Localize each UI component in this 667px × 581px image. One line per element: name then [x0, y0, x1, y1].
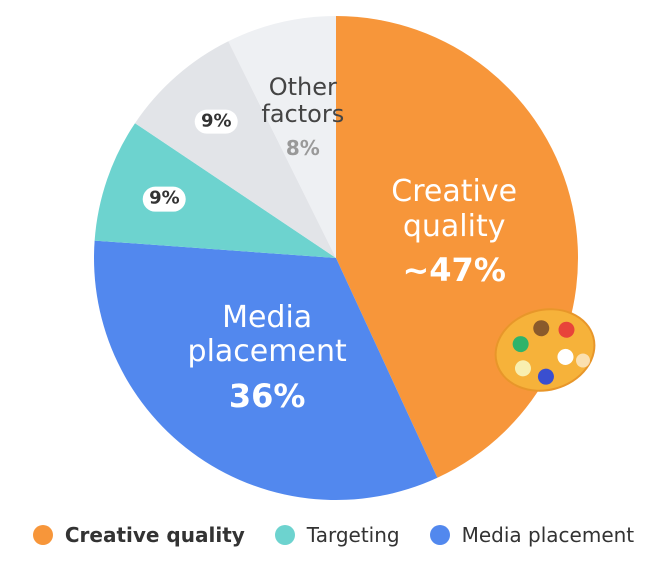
slice-label-group: 9%	[194, 109, 238, 134]
slice-label-group: 9%	[143, 186, 186, 212]
slice-value-label: 9%	[143, 186, 186, 212]
legend-label: Creative quality	[64, 523, 245, 547]
pie-slice	[228, 16, 336, 258]
slice-label-group: Media placement 36%	[177, 299, 357, 415]
legend-label: Media placement	[461, 523, 635, 547]
palette-icon	[494, 308, 596, 392]
legend-item: Targeting	[274, 523, 400, 547]
slice-value-label: ~47%	[402, 251, 506, 290]
pie-slice	[94, 123, 336, 258]
slice-value-label: 36%	[228, 376, 306, 415]
legend: Creative quality Targeting Media placement	[0, 523, 667, 547]
slice-label-group: Other factors 8%	[243, 72, 363, 160]
slice-value-label: 9%	[194, 109, 238, 134]
legend-label: Targeting	[306, 523, 400, 547]
slice-label-group: Creative quality ~47%	[364, 174, 544, 290]
slice-value-label: 8%	[285, 135, 320, 160]
slice-label: Creative quality	[391, 174, 518, 244]
legend-item: Media placement	[429, 523, 635, 547]
slice-label: Other factors	[261, 72, 345, 129]
slice-label: Media placement	[187, 299, 347, 370]
pie-slice	[135, 41, 336, 259]
legend-swatch	[429, 525, 450, 545]
legend-swatch	[32, 525, 53, 545]
legend-item: Creative quality	[32, 523, 245, 547]
legend-swatch	[274, 525, 295, 545]
pie-slice	[94, 240, 438, 500]
